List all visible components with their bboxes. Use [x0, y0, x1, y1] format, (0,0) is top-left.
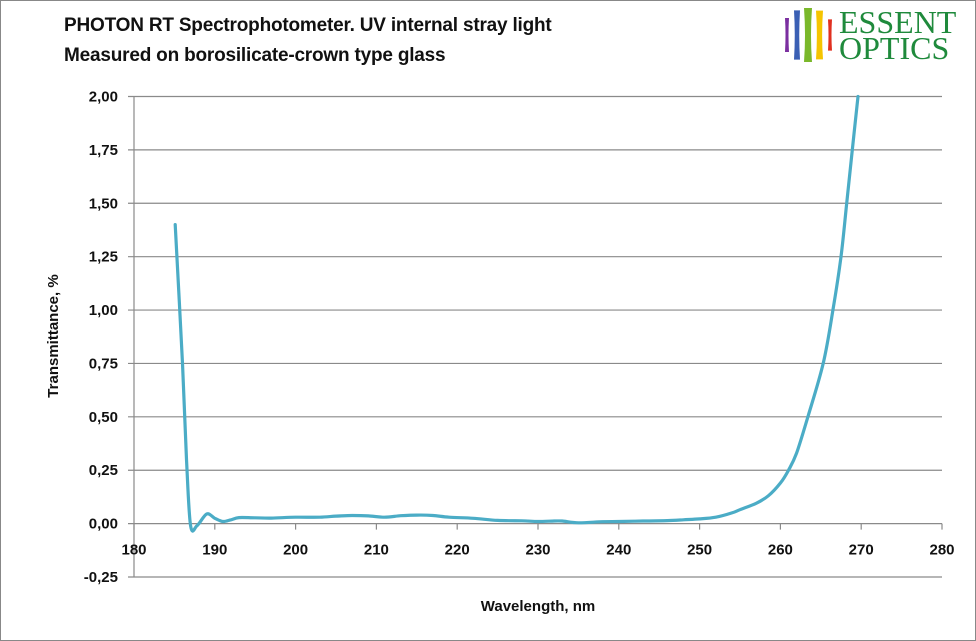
series-group: [173, 94, 860, 533]
y-tick-label: 0,75: [89, 355, 118, 372]
x-tick-label: 180: [121, 542, 146, 559]
y-tick-label: 1,75: [89, 142, 118, 159]
gridlines: [128, 95, 942, 578]
logo-bar: [816, 10, 823, 60]
x-tick-label: 230: [525, 542, 550, 559]
x-tick-label: 280: [929, 542, 954, 559]
logo-bar: [828, 19, 832, 51]
y-tick-label: 0,50: [89, 409, 118, 426]
x-tick-label: 210: [364, 542, 389, 559]
axes: [133, 96, 943, 577]
logo-text-essent: ESSENT: [839, 4, 957, 40]
y-tick-label: 0,00: [89, 516, 118, 533]
y-tick-labels: -0,25 0,00 0,25 0,50 0,75 1,00 1,25 1,50 1,75 2,0…: [84, 89, 118, 587]
y-tick-label: 1,50: [89, 195, 118, 212]
x-tick-label: 220: [445, 542, 470, 559]
y-tick-label: 0,25: [89, 462, 118, 479]
logo-bar: [785, 18, 789, 52]
series-line: [173, 94, 860, 533]
chart-subtitle: Measured on borosilicate-crown type glas…: [64, 45, 446, 66]
logo-lens-icon: [785, 8, 832, 62]
logo-bar: [794, 10, 800, 60]
logo-bar: [804, 8, 812, 62]
x-tick-labels: 180 190 200 210 220 230 240 250 260 270 280: [121, 542, 954, 559]
logo-text-optics: OPTICS: [839, 30, 950, 66]
x-tick-label: 270: [849, 542, 874, 559]
y-tick-label: 1,00: [89, 302, 118, 319]
chart-title: PHOTON RT Spectrophotometer. UV internal…: [64, 15, 552, 36]
x-axis-title: Wavelength, nm: [481, 598, 595, 615]
y-tick-label: 2,00: [89, 89, 118, 106]
x-tick-label: 250: [687, 542, 712, 559]
y-axis-title: Transmittance, %: [45, 274, 62, 397]
y-tick-label: 1,25: [89, 249, 118, 266]
x-tick-label: 200: [283, 542, 308, 559]
x-tick-label: 240: [606, 542, 631, 559]
x-tick-label: 190: [202, 542, 227, 559]
y-tick-label: -0,25: [84, 569, 118, 586]
x-tick-label: 260: [768, 542, 793, 559]
